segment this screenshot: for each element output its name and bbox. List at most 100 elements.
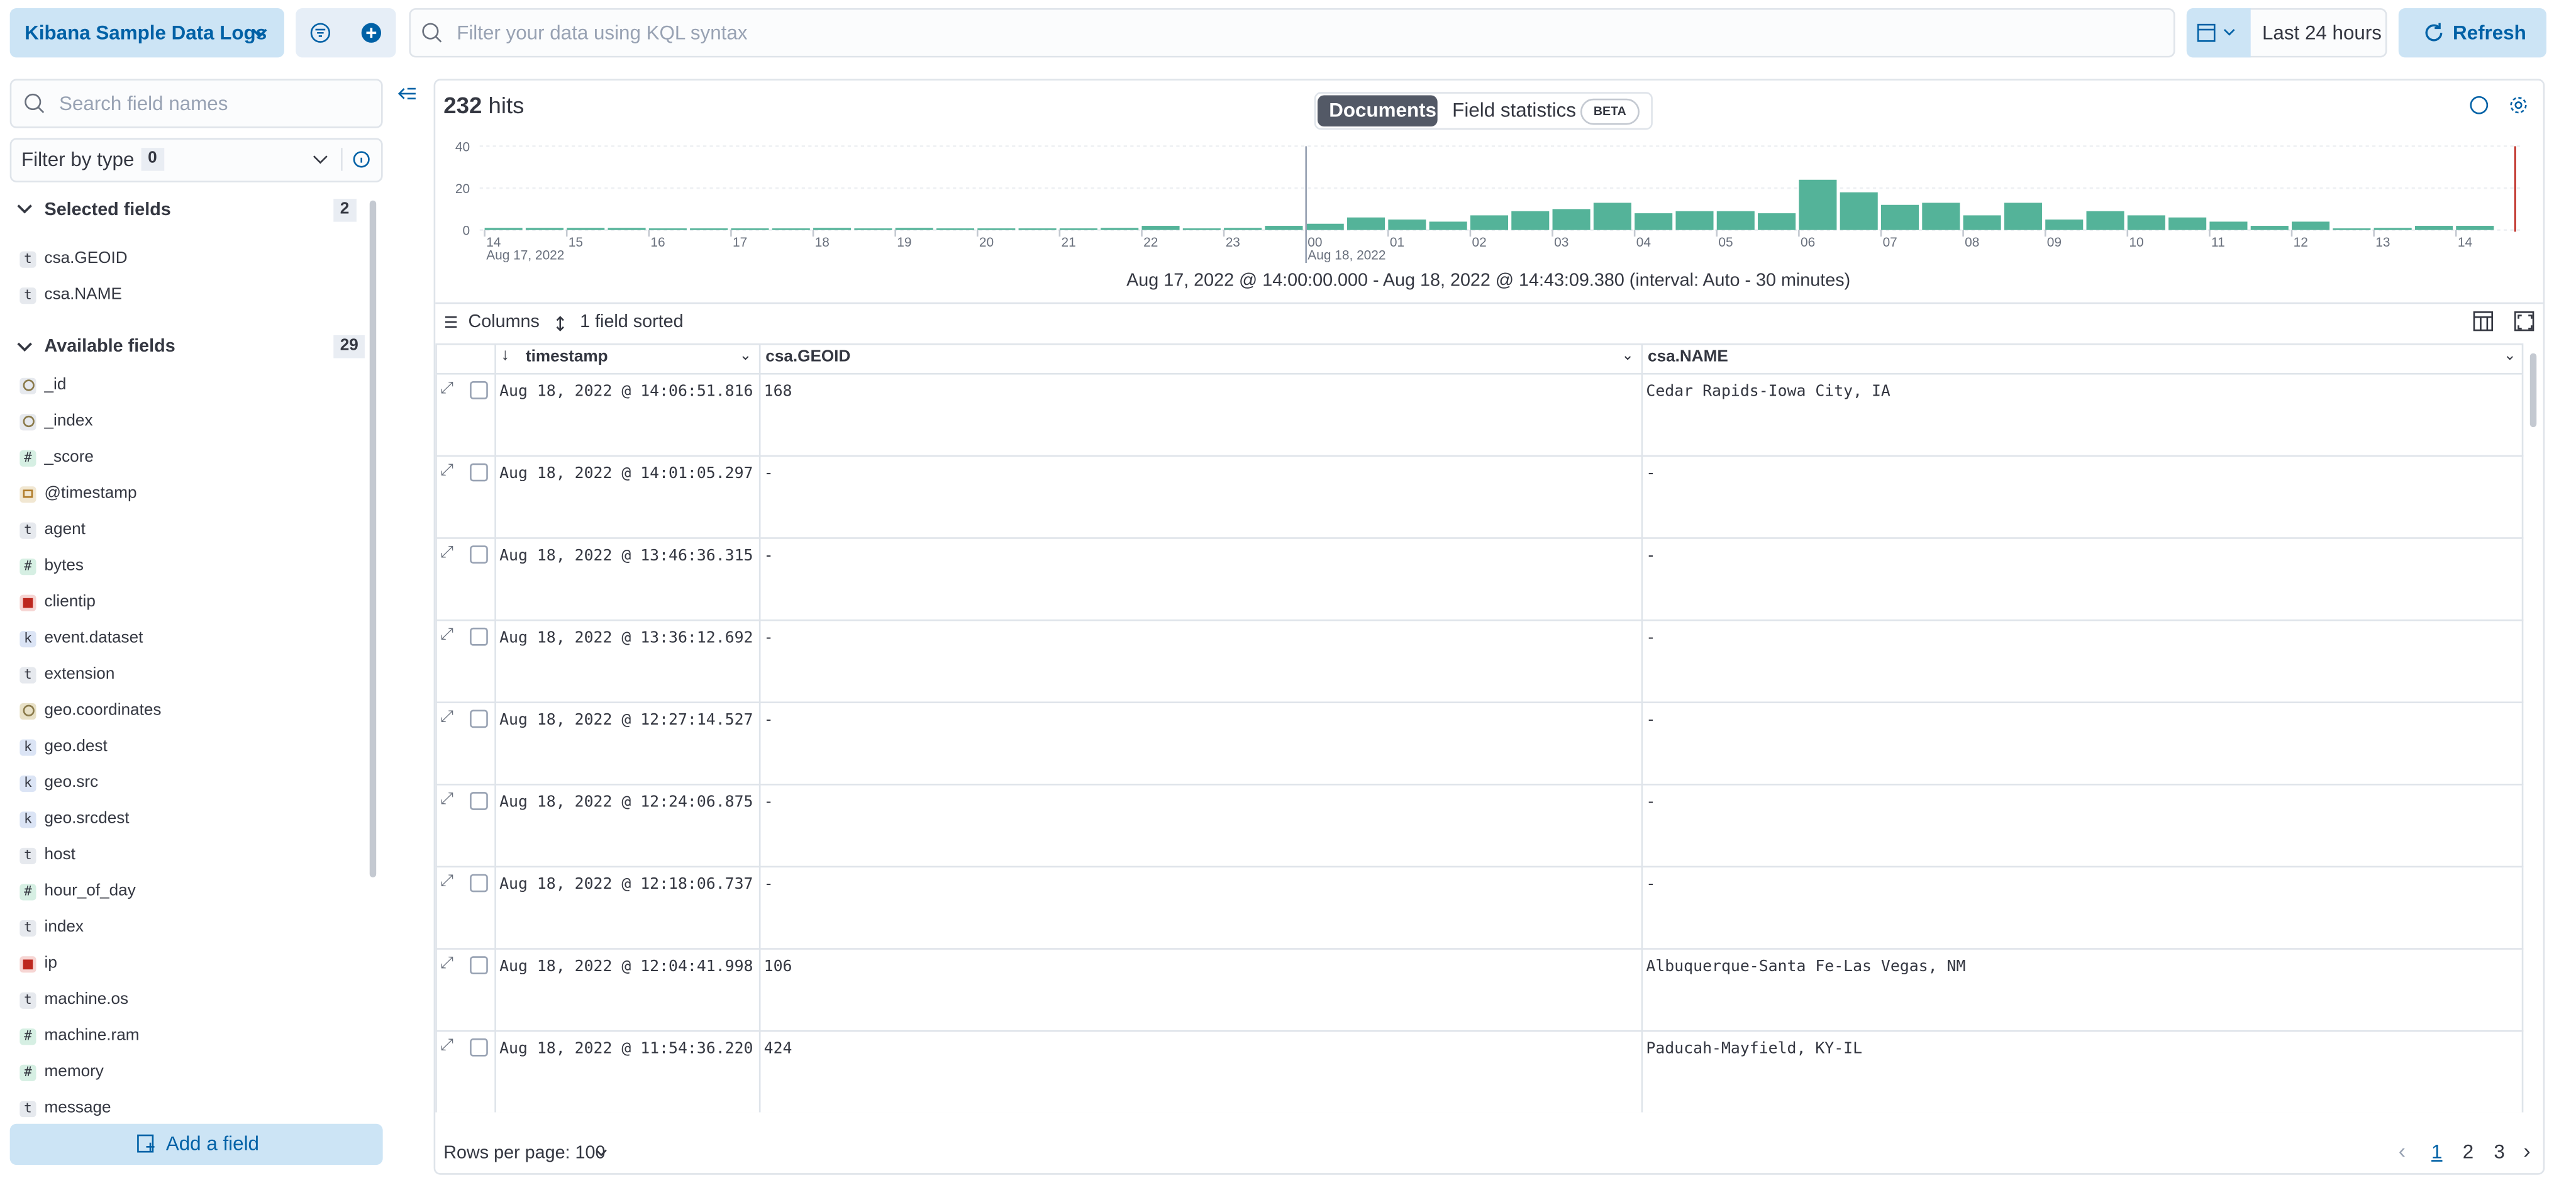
- columns-button[interactable]: Columns: [468, 312, 540, 332]
- cell: Aug 18, 2022 @ 13:36:12.692: [499, 629, 753, 648]
- column-divider: [758, 343, 761, 1113]
- date-quick-menu[interactable]: [2186, 8, 2251, 58]
- field-name[interactable]: host: [44, 846, 75, 865]
- field-name[interactable]: _score: [44, 448, 94, 467]
- field-type-icon: [19, 703, 36, 720]
- page-link[interactable]: 2: [2462, 1140, 2474, 1164]
- field-name[interactable]: _id: [44, 376, 67, 394]
- expand-icon[interactable]: ⤢: [440, 1037, 453, 1055]
- x-tick-label: 08: [1965, 235, 1979, 250]
- query-input[interactable]: [409, 8, 2175, 58]
- expand-icon[interactable]: ⤢: [440, 626, 453, 644]
- row-checkbox[interactable]: [470, 1038, 488, 1057]
- field-name[interactable]: csa.GEOID: [44, 250, 128, 268]
- field-name[interactable]: geo.src: [44, 774, 99, 793]
- column-header[interactable]: timestamp: [525, 348, 608, 367]
- field-type-icon: t: [19, 992, 36, 1009]
- histogram-bar: [1552, 209, 1591, 230]
- row: [435, 457, 2524, 539]
- field-name[interactable]: extension: [44, 665, 115, 684]
- histogram-bar: [525, 228, 564, 230]
- sort-button[interactable]: 1 field sorted: [580, 312, 684, 332]
- column-header[interactable]: csa.NAME: [1648, 348, 1728, 367]
- expand-icon[interactable]: ⤢: [440, 543, 453, 562]
- expand-icon[interactable]: ⤢: [440, 954, 453, 973]
- field-name[interactable]: message: [44, 1099, 111, 1118]
- field-type-icon: [19, 956, 36, 973]
- x-tick-label: 14: [2458, 235, 2472, 250]
- field-name[interactable]: memory: [44, 1063, 104, 1081]
- row-checkbox[interactable]: [470, 709, 488, 728]
- x-tick-label: 06: [1801, 235, 1815, 250]
- add-field-button[interactable]: [9, 1123, 383, 1166]
- available-title: Available fields: [44, 337, 175, 357]
- field-name[interactable]: machine.ram: [44, 1026, 140, 1045]
- field-type-icon: #: [19, 1028, 36, 1045]
- row-checkbox[interactable]: [470, 956, 488, 975]
- hits-count: 232: [443, 92, 482, 119]
- x-tick-label: 21: [1061, 235, 1075, 250]
- x-tick-label: 12: [2294, 235, 2308, 250]
- histogram-bar: [1593, 203, 1631, 230]
- histogram-bar: [1306, 223, 1344, 230]
- field-name[interactable]: clientip: [44, 593, 96, 611]
- field-name[interactable]: bytes: [44, 557, 84, 576]
- histogram-bar: [1388, 220, 1426, 230]
- documents-tab[interactable]: [1317, 95, 1438, 127]
- field-search[interactable]: [9, 79, 383, 128]
- field-type-icon: [19, 486, 36, 503]
- chevron: [596, 1149, 607, 1157]
- next-page[interactable]: ›: [2523, 1138, 2531, 1164]
- histogram-bar: [2292, 221, 2330, 230]
- field-name[interactable]: csa.NAME: [44, 286, 122, 304]
- cell: Aug 18, 2022 @ 12:27:14.527: [499, 711, 753, 730]
- grid-options[interactable]: [2472, 311, 2538, 334]
- y-tick-label: 40: [455, 140, 470, 154]
- type-filter[interactable]: [9, 138, 383, 182]
- row-checkbox[interactable]: [470, 627, 488, 646]
- page-link[interactable]: 3: [2494, 1140, 2505, 1164]
- field-name[interactable]: _index: [44, 412, 93, 431]
- histogram-bar: [2373, 228, 2412, 230]
- type-filter-count: 0: [141, 148, 164, 171]
- field-name[interactable]: @timestamp: [44, 484, 137, 503]
- cell: Aug 18, 2022 @ 14:06:51.816: [499, 382, 753, 401]
- field-name[interactable]: geo.coordinates: [44, 701, 162, 720]
- row-checkbox[interactable]: [470, 874, 488, 893]
- refresh-icon: [2425, 23, 2443, 42]
- expand-icon[interactable]: ⤢: [440, 708, 453, 726]
- histogram-bar: [1511, 211, 1550, 230]
- x-tick-label: 13: [2375, 235, 2390, 250]
- histogram-bar: [1429, 221, 1467, 230]
- field-name[interactable]: geo.srcdest: [44, 809, 130, 828]
- field-name[interactable]: index: [44, 918, 84, 937]
- row-checkbox[interactable]: [470, 381, 488, 399]
- field-stats-tab-label[interactable]: Field statistics: [1452, 98, 1577, 122]
- selected-count: 2: [333, 199, 356, 222]
- row-checkbox[interactable]: [470, 545, 488, 564]
- field-name[interactable]: agent: [44, 521, 86, 539]
- field-type-icon: [19, 414, 36, 431]
- column-divider: [1641, 343, 1643, 1113]
- cell: Paducah-Mayfield, KY-IL: [1646, 1040, 1863, 1059]
- field-name[interactable]: ip: [44, 954, 57, 973]
- field-name[interactable]: event.dataset: [44, 629, 143, 648]
- rows-per-page[interactable]: Rows per page: 100: [443, 1143, 606, 1164]
- expand-icon[interactable]: ⤢: [440, 379, 453, 398]
- field-type-icon: t: [19, 920, 36, 937]
- field-name[interactable]: hour_of_day: [44, 882, 136, 901]
- expand-icon[interactable]: ⤢: [440, 462, 453, 480]
- expand-icon[interactable]: ⤢: [440, 872, 453, 891]
- row-checkbox[interactable]: [470, 792, 488, 810]
- chart-options[interactable]: [2468, 94, 2533, 117]
- field-name[interactable]: geo.dest: [44, 737, 108, 756]
- expand-icon[interactable]: ⤢: [440, 790, 453, 809]
- row-checkbox[interactable]: [470, 463, 488, 482]
- data-view-button[interactable]: [9, 8, 284, 58]
- refresh-button[interactable]: [2398, 8, 2546, 58]
- field-name[interactable]: machine.os: [44, 991, 129, 1009]
- collapse-sidebar[interactable]: [397, 84, 417, 103]
- column-header[interactable]: csa.GEOID: [765, 348, 851, 367]
- page-link[interactable]: 1: [2431, 1140, 2443, 1164]
